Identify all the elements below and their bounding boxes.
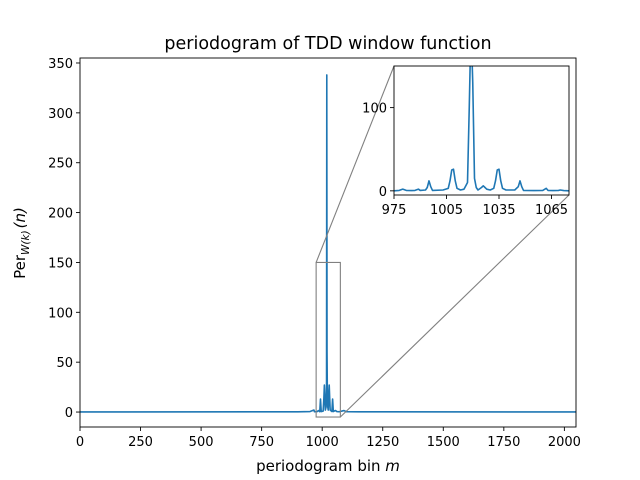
main-y-tick-label: 350 bbox=[48, 57, 73, 72]
main-y-tick-label: 200 bbox=[48, 207, 73, 222]
inset-series bbox=[394, 66, 569, 192]
inset-x-tick-label: 1035 bbox=[482, 203, 515, 218]
inset-axes-frame bbox=[393, 65, 570, 196]
main-x-tick-label: 1000 bbox=[306, 435, 339, 450]
main-x-tick-label: 0 bbox=[76, 435, 84, 450]
main-y-tick-label: 300 bbox=[48, 107, 73, 122]
main-x-tick-label: 750 bbox=[249, 435, 274, 450]
main-ticks: 0 250 500 750 1000 1250 1500 1750 20000501001502… bbox=[48, 57, 581, 450]
main-x-tick-label: 1750 bbox=[487, 435, 520, 450]
zoom-highlight-box bbox=[315, 261, 341, 418]
x-axis-label-variable: m bbox=[385, 457, 400, 475]
main-x-tick-label: 250 bbox=[128, 435, 153, 450]
zoom-connector-lower bbox=[339, 194, 570, 418]
main-y-tick-label: 150 bbox=[48, 256, 73, 271]
zoom-connector-lines bbox=[315, 65, 570, 418]
zoom-connector-upper bbox=[315, 65, 395, 263]
main-x-tick-label: 2000 bbox=[548, 435, 581, 450]
inset-x-tick-label: 1065 bbox=[535, 203, 568, 218]
inset-background bbox=[394, 66, 569, 195]
main-y-tick-label: 50 bbox=[56, 356, 73, 371]
y-axis-label-text: Per bbox=[11, 254, 29, 279]
inset-ticks: 975 1005 1035 1065 0 100 bbox=[362, 102, 568, 218]
main-y-tick-label: 100 bbox=[48, 306, 73, 321]
zoom-highlight-rect bbox=[315, 261, 341, 418]
inset-y-tick-label: 0 bbox=[379, 185, 387, 200]
main-x-tick-label: 1500 bbox=[427, 435, 460, 450]
main-x-tick-label: 1250 bbox=[366, 435, 399, 450]
inset-series-line-0 bbox=[394, 66, 569, 192]
main-y-tick-label: 0 bbox=[65, 406, 73, 421]
main-series-line-0 bbox=[80, 74, 576, 413]
inset-y-tick-label: 100 bbox=[362, 102, 387, 117]
main-series bbox=[80, 74, 576, 413]
main-x-tick-label: 500 bbox=[189, 435, 214, 450]
x-axis-label: periodogram bin m bbox=[256, 457, 400, 475]
main-plot-area: 0 250 500 750 1000 1250 1500 1750 20000501001502… bbox=[48, 57, 581, 450]
inset-x-tick-label: 1005 bbox=[430, 203, 463, 218]
main-y-tick-label: 250 bbox=[48, 157, 73, 172]
inset-plot-area: 975 1005 1035 1065 0 100 bbox=[362, 65, 570, 218]
inset-x-tick-label: 975 bbox=[382, 203, 407, 218]
y-axis-label-argument: (n) bbox=[11, 207, 29, 228]
x-axis-label-text: periodogram bin bbox=[256, 457, 385, 475]
main-axes-frame bbox=[79, 57, 577, 428]
y-axis-label: PerW(k) (n) bbox=[11, 207, 32, 279]
y-axis-label-subscript: W(k) bbox=[20, 230, 32, 255]
chart-title: periodogram of TDD window function bbox=[164, 34, 491, 54]
